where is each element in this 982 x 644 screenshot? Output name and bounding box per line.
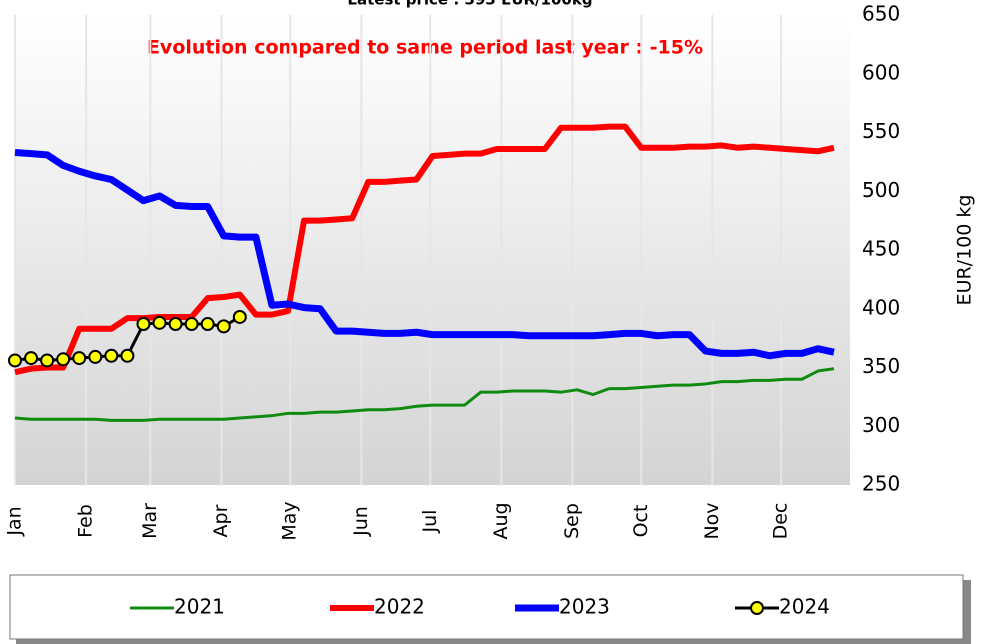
marker bbox=[216, 319, 231, 334]
legend-label: 2023 bbox=[559, 595, 610, 619]
marker bbox=[104, 348, 119, 363]
marker bbox=[184, 317, 199, 332]
y-tick-label: 500 bbox=[862, 178, 900, 202]
x-tick-label: Feb bbox=[75, 504, 97, 538]
x-tick-label: Dec bbox=[770, 503, 792, 540]
series-line bbox=[14, 367, 835, 422]
y-tick-label: 350 bbox=[862, 354, 900, 378]
y-tick-label: 450 bbox=[862, 237, 900, 261]
legend-label: 2022 bbox=[374, 595, 425, 619]
marker bbox=[8, 353, 22, 368]
x-tick-label: Jul bbox=[419, 510, 441, 534]
marker bbox=[152, 315, 167, 330]
marker bbox=[168, 317, 183, 332]
x-tick-label: Sep bbox=[561, 503, 583, 539]
marker bbox=[120, 348, 135, 363]
marker bbox=[40, 353, 55, 368]
y-tick-label: 400 bbox=[862, 295, 900, 319]
marker bbox=[232, 309, 247, 324]
y-tick-label: 600 bbox=[862, 60, 900, 84]
x-tick-label: Mar bbox=[139, 503, 161, 539]
x-tick-label: May bbox=[279, 501, 301, 540]
y-tick-label: 250 bbox=[862, 472, 900, 496]
x-tick-label: Jan bbox=[4, 506, 26, 536]
marker bbox=[88, 349, 103, 364]
marker bbox=[72, 351, 87, 366]
plot-area bbox=[15, 15, 850, 485]
marker bbox=[56, 352, 71, 367]
marker bbox=[200, 317, 215, 332]
y-axis-label: EUR/100 kg bbox=[954, 195, 976, 306]
series-line bbox=[14, 123, 835, 376]
x-tick-label: Apr bbox=[210, 504, 232, 537]
x-tick-label: Oct bbox=[630, 505, 652, 538]
marker bbox=[136, 317, 151, 332]
legend-label: 2021 bbox=[174, 595, 225, 619]
legend-marker bbox=[750, 601, 764, 615]
x-tick-label: Aug bbox=[490, 502, 512, 539]
x-tick-label: Nov bbox=[701, 502, 723, 539]
chart-subtitle: Evolution compared to same period last y… bbox=[147, 37, 703, 59]
x-tick-label: Jun bbox=[350, 506, 372, 537]
series-line bbox=[14, 148, 835, 360]
legend-label: 2024 bbox=[779, 595, 830, 619]
marker bbox=[24, 351, 39, 366]
y-tick-label: 550 bbox=[862, 119, 900, 143]
y-tick-label: 300 bbox=[862, 413, 900, 437]
y-tick-label: 650 bbox=[862, 2, 900, 26]
